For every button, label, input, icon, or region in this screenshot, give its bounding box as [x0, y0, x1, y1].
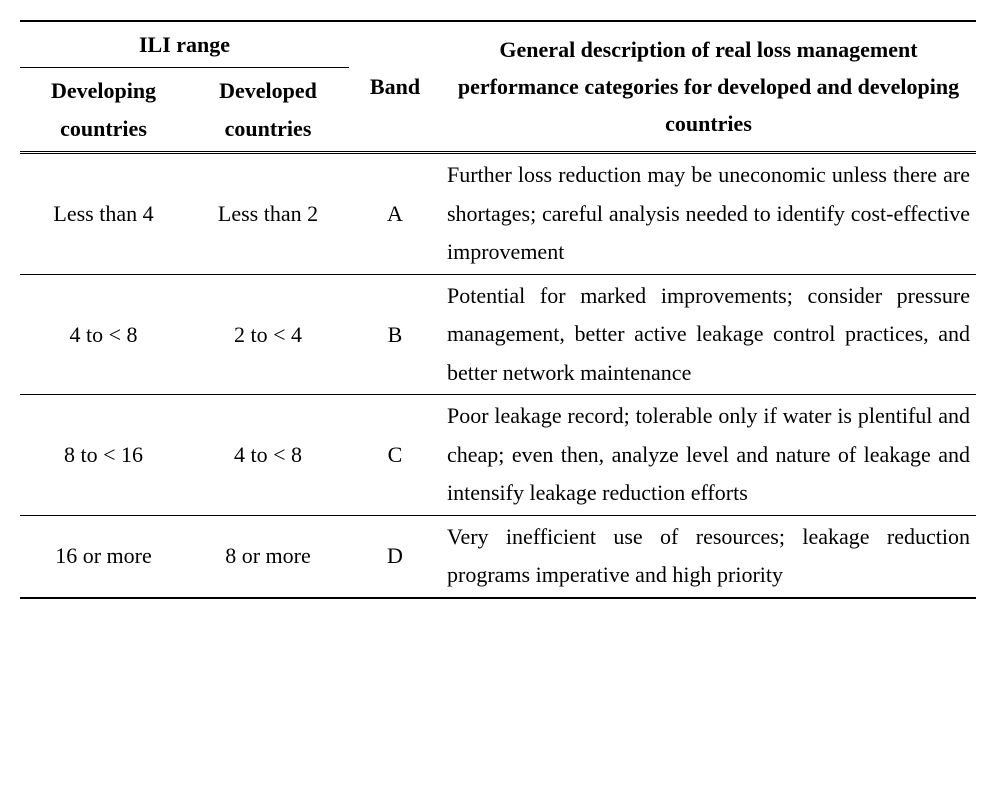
cell-developing: Less than 4 [20, 153, 187, 275]
cell-band: A [349, 153, 441, 275]
table-row: 4 to < 8 2 to < 4 B Potential for marked… [20, 274, 976, 395]
header-developing: Developing countries [20, 68, 187, 153]
cell-developed: 4 to < 8 [187, 395, 349, 516]
table-row: Less than 4 Less than 2 A Further loss r… [20, 153, 976, 275]
header-row-1: ILI range Band General description of re… [20, 21, 976, 68]
cell-description: Very inefficient use of resources; leaka… [441, 515, 976, 598]
header-developed: Developed countries [187, 68, 349, 153]
ili-performance-table: ILI range Band General description of re… [20, 20, 976, 599]
cell-developed: 2 to < 4 [187, 274, 349, 395]
header-description: General description of real loss managem… [441, 21, 976, 153]
cell-developing: 16 or more [20, 515, 187, 598]
cell-developing: 8 to < 16 [20, 395, 187, 516]
header-ili-range: ILI range [20, 21, 349, 68]
cell-developed: 8 or more [187, 515, 349, 598]
cell-description: Potential for marked improvements; consi… [441, 274, 976, 395]
cell-band: D [349, 515, 441, 598]
cell-developing: 4 to < 8 [20, 274, 187, 395]
header-band: Band [349, 21, 441, 153]
table-body: Less than 4 Less than 2 A Further loss r… [20, 153, 976, 598]
cell-developed: Less than 2 [187, 153, 349, 275]
ili-table-container: ILI range Band General description of re… [20, 20, 976, 599]
table-row: 16 or more 8 or more D Very inefficient … [20, 515, 976, 598]
cell-description: Poor leakage record; tolerable only if w… [441, 395, 976, 516]
cell-description: Further loss reduction may be uneconomic… [441, 153, 976, 275]
cell-band: C [349, 395, 441, 516]
table-header: ILI range Band General description of re… [20, 21, 976, 153]
cell-band: B [349, 274, 441, 395]
table-row: 8 to < 16 4 to < 8 C Poor leakage record… [20, 395, 976, 516]
